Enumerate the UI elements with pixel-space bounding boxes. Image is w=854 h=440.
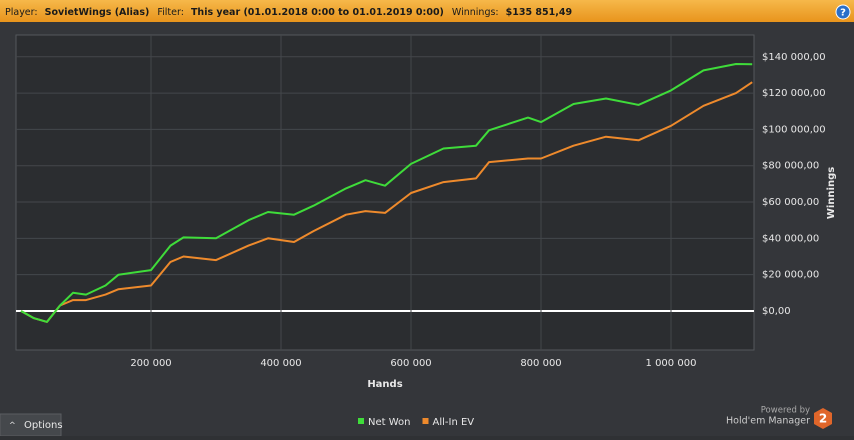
brand-logo — [814, 408, 832, 429]
x-tick-label: 600 000 — [390, 358, 431, 369]
y-tick-label: $20 000,00 — [762, 270, 819, 281]
header-text: Player: SovietWings (Alias) Filter: This… — [5, 7, 572, 18]
y-tick-label: $60 000,00 — [762, 197, 819, 208]
y-tick-label: $0,00 — [762, 306, 791, 317]
options-arrow[interactable]: ^ — [9, 421, 16, 430]
x-tick-label: 400 000 — [260, 358, 301, 369]
y-tick-label: $140 000,00 — [762, 52, 826, 63]
help-icon[interactable]: ? — [840, 8, 846, 19]
legend-label: Net Won — [368, 417, 411, 428]
y-tick-label: $80 000,00 — [762, 161, 819, 172]
x-tick-label: 1 000 000 — [646, 358, 697, 369]
y-tick-label: $100 000,00 — [762, 124, 826, 135]
filter-label: Filter: — [157, 7, 184, 18]
legend-label: All-In EV — [433, 417, 475, 428]
x-axis-label: Hands — [367, 379, 402, 390]
y-axis-label: Winnings — [826, 167, 837, 219]
x-tick-label: 200 000 — [130, 358, 171, 369]
legend-swatch — [422, 418, 429, 424]
y-tick-label: $120 000,00 — [762, 88, 826, 99]
brand-logo-text: 2 — [819, 412, 827, 426]
y-tick-label: $40 000,00 — [762, 233, 819, 244]
player-label: Player: — [5, 7, 38, 18]
series-line — [20, 63, 753, 323]
x-tick-label: 800 000 — [520, 358, 561, 369]
winnings-label: Winnings: — [452, 7, 499, 18]
options-label[interactable]: Options — [24, 420, 63, 431]
filter: This year (01.01.2018 0:00 to 01.01.2019… — [191, 7, 444, 18]
winnings: $135 851,49 — [506, 7, 572, 18]
powered-by: Powered by — [761, 406, 810, 416]
series-line — [20, 81, 753, 323]
help-button[interactable] — [835, 4, 851, 20]
player: SovietWings (Alias) — [45, 7, 150, 18]
header-bar — [0, 0, 854, 22]
legend-swatch — [358, 418, 364, 424]
plot-area — [15, 34, 755, 351]
brand: Hold'em Manager — [726, 416, 810, 427]
